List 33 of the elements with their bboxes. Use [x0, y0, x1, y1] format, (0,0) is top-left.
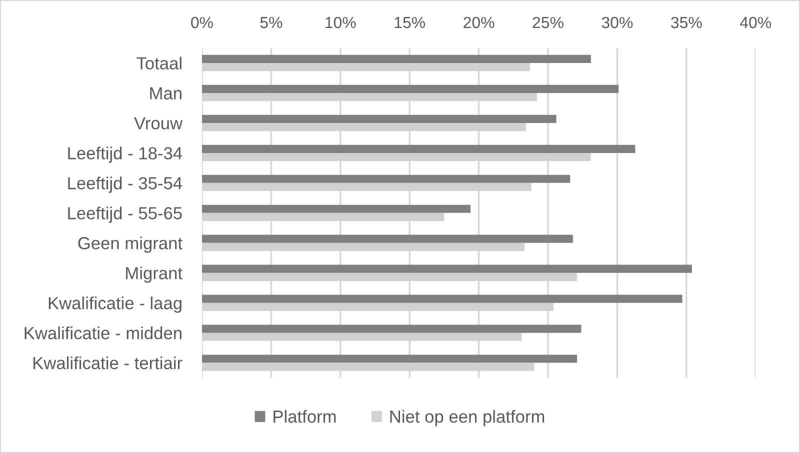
bar: [202, 324, 582, 333]
y-tick-label: Geen migrant: [78, 236, 182, 253]
bar: [202, 234, 573, 243]
y-tick-label: Kwalificatie - laag: [48, 296, 182, 313]
x-tick-label: 10%: [326, 16, 356, 28]
bar: [202, 144, 636, 153]
x-tick-label: 15%: [394, 16, 426, 28]
bar: [202, 174, 570, 183]
x-tick-label: 30%: [602, 16, 633, 28]
y-tick-label: Man: [150, 87, 182, 100]
x-tick-label: 35%: [671, 16, 702, 28]
bar: [202, 294, 682, 303]
x-tick-label: 25%: [532, 16, 564, 28]
y-tick-label: Leeftijd - 18-34: [68, 146, 182, 163]
y-tick-label: Vrouw: [134, 117, 183, 130]
bar: [202, 114, 556, 123]
legend-label: Niet op een platform: [390, 410, 544, 426]
y-tick-label: Migrant: [126, 266, 182, 283]
y-tick-label: Totaal: [136, 56, 182, 70]
legend-label: Platform: [274, 410, 336, 423]
bar: [202, 54, 591, 64]
x-tick-label: 5%: [260, 16, 282, 28]
x-tick-label: 40%: [740, 16, 772, 28]
bar: [202, 204, 470, 213]
bar: [202, 354, 578, 363]
y-tick-label: Kwalificatie - midden: [24, 326, 182, 340]
y-tick-label: Kwalificatie - tertiair: [33, 356, 182, 370]
bar: [202, 84, 619, 93]
x-tick-label: 0%: [191, 16, 213, 28]
x-tick-label: 20%: [464, 16, 494, 28]
y-tick-label: Leeftijd - 55-65: [68, 206, 182, 223]
bar: [202, 264, 692, 273]
y-tick-label: Leeftijd - 35-54: [68, 176, 182, 193]
